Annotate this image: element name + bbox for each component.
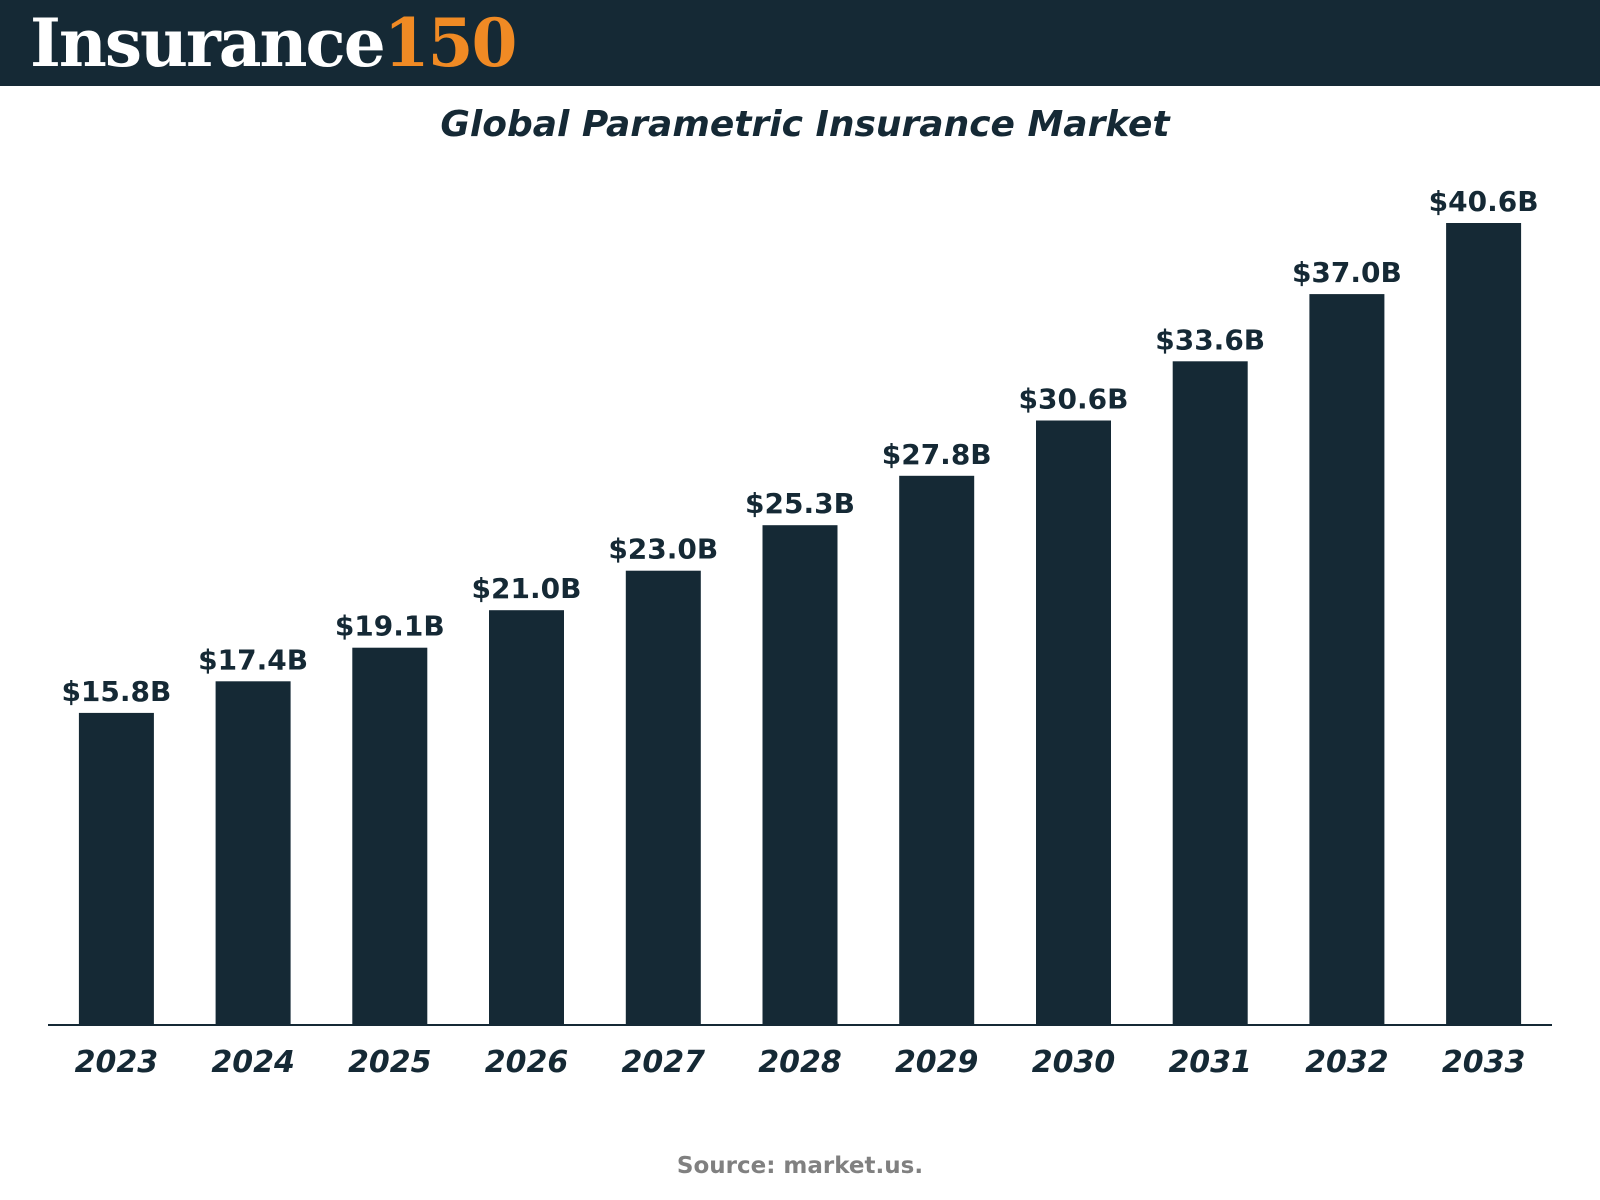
- value-label-2028: $25.3B: [745, 487, 855, 520]
- x-tick-label-2033: 2033: [1442, 1045, 1526, 1080]
- brand-logo-number: 150: [383, 4, 518, 82]
- x-tick-label-2028: 2028: [758, 1045, 842, 1080]
- value-label-2029: $27.8B: [882, 438, 992, 471]
- value-label-2032: $37.0B: [1292, 256, 1402, 289]
- bar-2030: [1036, 420, 1111, 1025]
- value-label-2025: $19.1B: [335, 610, 445, 643]
- value-label-2030: $30.6B: [1019, 383, 1129, 416]
- source-note: Source: market.us.: [676, 1153, 924, 1179]
- chart-title: Global Parametric Insurance Market: [440, 104, 1170, 145]
- x-tick-label-2023: 2023: [75, 1045, 159, 1080]
- bar-2033: [1446, 223, 1522, 1025]
- bar-2028: [762, 525, 838, 1025]
- value-label-2023: $15.8B: [61, 675, 171, 708]
- brand-logo-word: Insurance: [30, 4, 386, 82]
- value-label-2031: $33.6B: [1155, 323, 1265, 356]
- bar-2031: [1172, 361, 1248, 1025]
- x-tick-label-2031: 2031: [1168, 1045, 1252, 1080]
- bar-2027: [625, 570, 701, 1025]
- bar-2032: [1309, 294, 1385, 1026]
- bars-group: [78, 223, 1522, 1026]
- bar-2025: [352, 647, 428, 1025]
- bar-2024: [215, 681, 291, 1025]
- bar-2029: [899, 475, 975, 1025]
- x-tick-label-2029: 2029: [895, 1045, 979, 1080]
- header-bar: Insurance150: [0, 0, 1600, 86]
- value-label-2026: $21.0B: [472, 572, 582, 605]
- value-label-2033: $40.6B: [1429, 185, 1539, 218]
- x-tick-label-2027: 2027: [622, 1045, 706, 1080]
- x-tick-label-2025: 2025: [348, 1045, 432, 1080]
- bar-2023: [78, 712, 154, 1025]
- value-label-2024: $17.4B: [198, 643, 308, 676]
- x-tick-labels-group: 2023 2024 2025 2026 2027 2028 2029 2030 2031 2032…: [75, 1045, 1526, 1080]
- x-tick-label-2026: 2026: [485, 1045, 569, 1080]
- value-label-2027: $23.0B: [608, 533, 718, 566]
- value-labels-group: $15.8B $17.4B $19.1B $21.0B $23.0B $25.3B $27.…: [61, 185, 1538, 708]
- x-tick-label-2024: 2024: [211, 1045, 295, 1080]
- x-tick-label-2030: 2030: [1032, 1045, 1116, 1080]
- x-tick-label-2032: 2032: [1305, 1045, 1389, 1080]
- bar-2026: [489, 610, 564, 1025]
- brand-logo: Insurance150: [30, 4, 518, 82]
